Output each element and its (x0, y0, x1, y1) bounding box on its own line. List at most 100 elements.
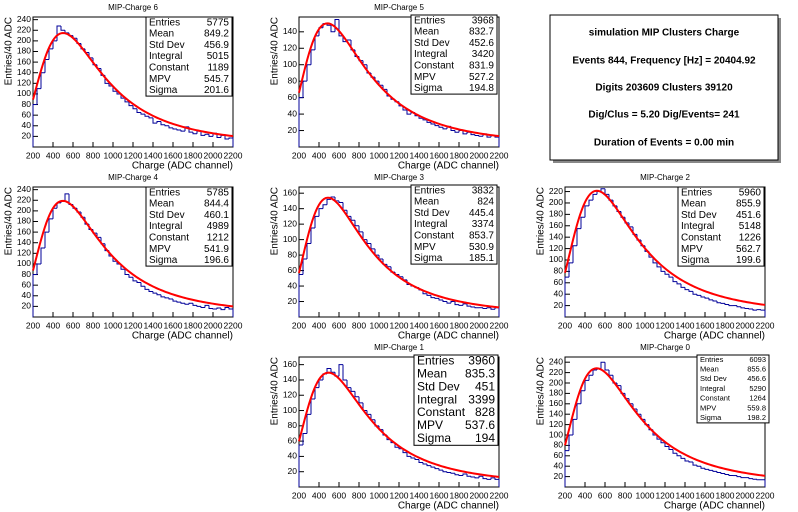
y-tick-label: 100 (549, 254, 563, 264)
histogram-bin (761, 479, 766, 487)
y-tick-label: 200 (17, 205, 31, 215)
histogram-bin (660, 266, 665, 272)
summary-panel (549, 14, 779, 161)
histogram-bin (426, 464, 431, 467)
histogram-bin (688, 289, 693, 292)
panel-line: Dig/Clus = 5.20 Dig/Events= 241 (588, 110, 740, 121)
y-tick-label: 60 (288, 92, 298, 102)
histogram-bin (152, 291, 157, 294)
y-tick-label: 20 (288, 125, 298, 135)
histogram-bin (426, 119, 431, 123)
stats-box (696, 354, 770, 424)
histogram-bin (302, 80, 307, 98)
histogram-bin (168, 125, 173, 129)
pad-title: MIP-Charge 0 (640, 343, 690, 352)
y-tick-label: 180 (17, 216, 31, 226)
x-tick-label: 800 (618, 490, 632, 500)
x-tick-label: 2200 (490, 150, 509, 160)
y-tick-label: 20 (288, 296, 298, 306)
histogram-bin (132, 277, 137, 282)
histogram-bin (208, 305, 213, 310)
x-tick-label: 1800 (184, 320, 203, 330)
histogram-bin (200, 306, 205, 308)
histogram-bin (208, 134, 213, 137)
histogram-bin (470, 476, 475, 478)
histogram-bin (434, 467, 439, 470)
y-tick-label: 220 (549, 367, 563, 377)
stats-label: Constant (149, 62, 189, 73)
histogram-bin (180, 302, 185, 304)
panel-line: simulation MIP Clusters Charge (589, 28, 740, 39)
histogram-bin (434, 123, 439, 127)
x-tick-label: 1600 (430, 490, 449, 500)
stats-box (410, 184, 498, 265)
histogram-bin (450, 472, 455, 474)
histogram-bin (204, 133, 209, 136)
x-tick-label: 2200 (756, 320, 775, 330)
stats-label: Entries (149, 187, 180, 198)
panel-line: Events 844, Frequency [Hz] = 20404.92 (572, 56, 756, 67)
stats-label: MPV (414, 242, 436, 253)
histogram-bin (64, 193, 69, 202)
histogram-bin (144, 286, 149, 290)
x-tick-label: 2200 (224, 320, 243, 330)
histogram-bin (740, 476, 745, 479)
histogram-pad: MIP-Charge 0 200 400 600 800 1000 1200 1400 1600… (536, 343, 775, 512)
y-tick-label: 120 (283, 43, 297, 53)
y-tick-label: 140 (549, 408, 563, 418)
histogram-bin (156, 293, 161, 296)
histogram-bin (410, 456, 415, 459)
histogram-bin (326, 198, 331, 205)
histogram-bin (576, 228, 581, 246)
y-axis-title: Entries/40 ADC (270, 187, 281, 255)
x-tick-label: 600 (598, 320, 612, 330)
x-tick-label: 1400 (676, 320, 695, 330)
stats-label: Entries (681, 187, 712, 198)
histogram-bin (192, 303, 197, 306)
y-tick-label: 40 (554, 288, 564, 298)
x-axis-title: Charge (ADC channel) (132, 331, 233, 342)
stats-value: 451.6 (736, 210, 761, 221)
x-tick-label: 600 (332, 150, 346, 160)
x-tick-label: 800 (352, 320, 366, 330)
histogram-bin (572, 245, 577, 263)
y-tick-label: 60 (554, 277, 564, 287)
histogram-bin (756, 479, 761, 481)
x-tick-label: 1200 (656, 320, 675, 330)
y-tick-label: 60 (288, 265, 298, 275)
histogram-bin (704, 468, 709, 470)
histogram-pad: MIP-Charge 6 200 400 600 800 1000 1200 1400 1600… (4, 3, 243, 172)
histogram-bin (454, 130, 459, 133)
stats-value: 456.6 (747, 374, 766, 383)
histogram-bin (652, 257, 657, 264)
stats-label: Mean (149, 29, 174, 40)
histogram-bin (36, 88, 41, 105)
histogram-bin (636, 234, 641, 241)
x-tick-label: 200 (26, 150, 40, 160)
x-tick-label: 2200 (490, 320, 509, 330)
stats-label: MPV (700, 403, 716, 412)
histogram-bin (462, 130, 467, 135)
histogram-bin (140, 282, 145, 287)
histogram-bin (576, 403, 581, 420)
y-tick-label: 40 (22, 290, 32, 300)
histogram-bin (588, 199, 593, 206)
histogram-bin (152, 117, 157, 124)
stats-value: 194 (475, 431, 495, 445)
histogram-bin (32, 274, 37, 317)
x-tick-label: 1800 (450, 150, 469, 160)
histogram-bin (298, 97, 303, 147)
y-tick-label: 100 (549, 429, 563, 439)
stats-label: Integral (417, 392, 457, 406)
y-tick-label: 220 (17, 25, 31, 35)
x-tick-label: 800 (86, 320, 100, 330)
histogram-bin (708, 298, 713, 301)
x-axis-title: Charge (ADC channel) (398, 501, 499, 512)
stats-label: Mean (417, 367, 447, 381)
histogram-bin (474, 134, 479, 136)
histogram-bin (696, 465, 701, 467)
stats-label: Integral (681, 221, 714, 232)
pad-title: MIP-Charge 6 (108, 3, 158, 12)
histogram-bin (132, 105, 137, 110)
